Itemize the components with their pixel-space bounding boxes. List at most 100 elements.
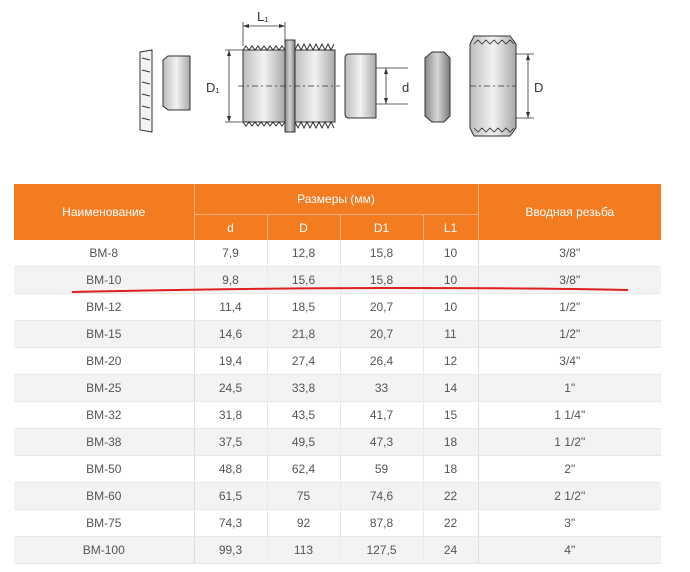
cell-thread: 3/4" [477, 347, 662, 375]
cell-d: 11,4 [194, 293, 267, 321]
label-d1: D₁ [206, 80, 220, 95]
cell-d: 75 [266, 482, 340, 510]
cell-l1: 10 [422, 266, 479, 294]
cell-d1: 33 [339, 374, 423, 402]
dimension-d: d [376, 67, 409, 105]
cell-d: 7,9 [194, 240, 267, 267]
cell-l1: 12 [422, 347, 479, 375]
table-row: ВМ-10 9,8 15,6 15,8 10 3/8" [14, 266, 662, 294]
cell-d1: 15,8 [339, 240, 423, 267]
cell-thread: 2 1/2" [477, 482, 662, 510]
cell-d1: 20,7 [339, 293, 423, 321]
label-D: D [534, 80, 543, 95]
lock-ring-part [139, 49, 153, 133]
cell-name: ВМ-38 [14, 428, 195, 456]
cell-d: 21,8 [266, 320, 340, 348]
cell-thread: 1 1/4" [477, 401, 662, 429]
cell-l1: 18 [422, 428, 479, 456]
cell-thread: 3/8" [477, 240, 662, 267]
specs-table: Наименование Размеры (мм) Вводная резьба… [14, 184, 662, 564]
table-row: ВМ-50 48,8 62,4 59 18 2" [14, 455, 662, 483]
table-row: ВМ-20 19,4 27,4 26,4 12 3/4" [14, 347, 662, 375]
cell-name: ВМ-25 [14, 374, 195, 402]
cell-d: 15,6 [266, 266, 340, 294]
cell-name: ВМ-8 [14, 240, 195, 267]
table-row: ВМ-75 74,3 92 87,8 22 3" [14, 509, 662, 537]
cell-thread: 1/2" [477, 293, 662, 321]
cell-name: ВМ-32 [14, 401, 195, 429]
cell-d1: 127,5 [339, 536, 423, 564]
clamp-ring-part [424, 51, 451, 123]
cell-l1: 18 [422, 455, 479, 483]
sleeve-part [162, 55, 191, 111]
table-row: ВМ-25 24,5 33,8 33 14 1" [14, 374, 662, 402]
table-row: ВМ-100 99,3 113 127,5 24 4" [14, 536, 662, 564]
label-l1: L₁ [257, 9, 269, 24]
header-D1: D1 [339, 214, 423, 240]
table-row: ВМ-60 61,5 75 74,6 22 2 1/2" [14, 482, 662, 510]
nut-part [469, 35, 517, 137]
cell-d: 61,5 [194, 482, 267, 510]
cell-d1: 87,8 [339, 509, 423, 537]
cell-d1: 15,8 [339, 266, 423, 294]
cell-d1: 20,7 [339, 320, 423, 348]
cell-d: 14,6 [194, 320, 267, 348]
fitting-body-part [238, 39, 340, 133]
cell-thread: 4" [477, 536, 662, 564]
specs-table-body: ВМ-8 7,9 12,8 15,8 10 3/8" ВМ-10 9,8 15,6 15,8 10 3… [14, 240, 662, 564]
cell-d1: 41,7 [339, 401, 423, 429]
header-name: Наименование [14, 184, 195, 240]
cell-name: ВМ-100 [14, 536, 195, 564]
header-thread: Вводная резьба [477, 184, 662, 240]
cell-d: 99,3 [194, 536, 267, 564]
cell-d: 18,5 [266, 293, 340, 321]
table-row: ВМ-15 14,6 21,8 20,7 11 1/2" [14, 320, 662, 348]
cell-d: 37,5 [194, 428, 267, 456]
cell-l1: 24 [422, 536, 479, 564]
cell-d: 49,5 [266, 428, 340, 456]
header-dimensions: Размеры (мм) [194, 184, 479, 215]
table-row: ВМ-32 31,8 43,5 41,7 15 1 1/4" [14, 401, 662, 429]
fitting-drawing: L₁ D₁ d D [139, 9, 543, 137]
header-D: D [266, 214, 340, 240]
cell-l1: 22 [422, 509, 479, 537]
header-d: d [194, 214, 267, 240]
table-row: ВМ-38 37,5 49,5 47,3 18 1 1/2" [14, 428, 662, 456]
cell-d1: 26,4 [339, 347, 423, 375]
dimension-l1: L₁ [242, 9, 286, 46]
table-row: ВМ-8 7,9 12,8 15,8 10 3/8" [14, 240, 662, 267]
cell-name: ВМ-60 [14, 482, 195, 510]
cell-name: ВМ-12 [14, 293, 195, 321]
cell-l1: 10 [422, 240, 479, 267]
dimension-D: D [516, 53, 543, 119]
cell-d: 62,4 [266, 455, 340, 483]
cell-d: 12,8 [266, 240, 340, 267]
cell-l1: 14 [422, 374, 479, 402]
cell-thread: 3/8" [477, 266, 662, 294]
header-L1: L1 [422, 214, 479, 240]
dimension-d1: D₁ [206, 49, 243, 123]
cell-d1: 47,3 [339, 428, 423, 456]
cell-name: ВМ-75 [14, 509, 195, 537]
cell-name: ВМ-50 [14, 455, 195, 483]
cell-name: ВМ-20 [14, 347, 195, 375]
cell-name: ВМ-15 [14, 320, 195, 348]
cell-thread: 3" [477, 509, 662, 537]
cell-d: 24,5 [194, 374, 267, 402]
cell-d: 48,8 [194, 455, 267, 483]
cell-d: 9,8 [194, 266, 267, 294]
cell-l1: 10 [422, 293, 479, 321]
cell-l1: 15 [422, 401, 479, 429]
cell-thread: 1 1/2" [477, 428, 662, 456]
cell-thread: 1" [477, 374, 662, 402]
cell-d: 74,3 [194, 509, 267, 537]
cell-d: 92 [266, 509, 340, 537]
table-row: ВМ-12 11,4 18,5 20,7 10 1/2" [14, 293, 662, 321]
cell-l1: 11 [422, 320, 479, 348]
cell-name: ВМ-10 [14, 266, 195, 294]
cell-l1: 22 [422, 482, 479, 510]
cell-thread: 1/2" [477, 320, 662, 348]
cell-d1: 59 [339, 455, 423, 483]
cell-d: 19,4 [194, 347, 267, 375]
cell-d: 27,4 [266, 347, 340, 375]
